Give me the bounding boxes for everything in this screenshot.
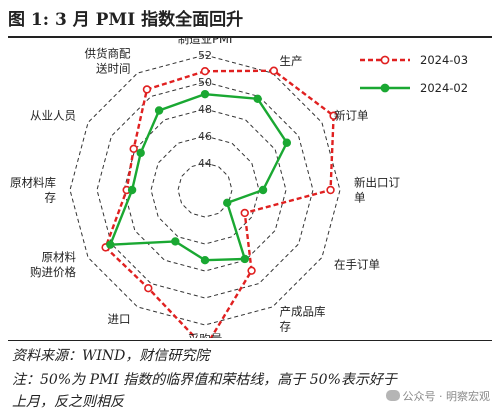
wechat-icon — [385, 390, 400, 401]
axis-label: 存 — [45, 191, 57, 205]
data-point — [240, 208, 249, 218]
grid-ring — [150, 135, 260, 245]
data-point — [223, 198, 232, 208]
figure-title: 图 1: 3 月 PMI 指数全面回升 — [8, 10, 244, 30]
axis-label: 送时间 — [96, 61, 131, 75]
data-point — [258, 185, 268, 195]
data-point — [247, 266, 256, 275]
axis-label: 进口 — [108, 312, 131, 326]
axis-label: 在手订单 — [334, 258, 380, 272]
axis-label: 购进价格 — [30, 265, 76, 279]
data-point — [154, 106, 164, 115]
watermark-text: 公众号 · 明察宏观 — [402, 390, 491, 403]
grid-ring — [177, 162, 233, 218]
legend-item: 2024-03 — [360, 53, 468, 67]
axis-label: 生产 — [280, 54, 303, 68]
title-divider — [8, 36, 492, 38]
data-point — [200, 89, 210, 99]
chart-legend: 2024-03 2024-02 — [360, 53, 468, 95]
data-point — [326, 185, 335, 195]
tick-label: 46 — [198, 130, 212, 143]
data-point — [200, 256, 210, 265]
source-note: 资料来源：WIND，财信研究院 — [12, 348, 210, 364]
axis-label: 采购量 — [188, 332, 223, 338]
axis-label: 新订单 — [334, 109, 369, 123]
series-2024-03 — [101, 66, 338, 338]
data-point — [240, 254, 250, 264]
legend-marker — [380, 83, 390, 93]
data-point — [144, 284, 153, 293]
data-point — [329, 111, 338, 120]
axis-label: 制造业PMI — [178, 38, 233, 46]
data-point — [200, 67, 210, 76]
series-line — [104, 69, 335, 338]
tick-label: 50 — [198, 76, 212, 89]
series-2024-02 — [106, 89, 292, 265]
watermark: 公众号 · 明察宏观 — [385, 388, 491, 404]
axis-label: 产成品库 — [280, 305, 326, 319]
data-point — [282, 138, 292, 147]
data-point — [171, 237, 180, 246]
tick-label: 52 — [198, 49, 212, 62]
data-point — [253, 94, 262, 104]
data-point — [106, 240, 115, 249]
legend-label: 2024-03 — [420, 53, 468, 67]
axis-label: 供货商配 — [85, 46, 131, 60]
axis-label: 从业人员 — [30, 109, 76, 123]
data-point — [269, 66, 279, 75]
footnote-line-2: 上月，反之则相反 — [12, 394, 124, 410]
footer-divider — [8, 340, 492, 341]
axis-label: 新出口订 — [354, 176, 400, 190]
axis-label: 原材料库 — [10, 176, 56, 190]
tick-label: 48 — [198, 103, 212, 116]
data-point — [129, 144, 138, 154]
series-line — [108, 92, 289, 262]
axis-label: 原材料 — [41, 250, 76, 264]
legend-label: 2024-02 — [420, 81, 468, 95]
footnote-line-1: 注：50%为 PMI 指数的临界值和荣枯线，高于 50%表示好于 — [12, 372, 397, 388]
data-point — [127, 185, 137, 195]
legend-marker — [380, 55, 390, 65]
radial-tick-labels: 44 46 48 50 52 — [198, 49, 212, 170]
axis-label: 单 — [354, 191, 366, 205]
tick-label: 44 — [198, 157, 212, 170]
legend-item: 2024-02 — [360, 81, 468, 95]
data-point — [136, 148, 145, 158]
radar-series — [101, 66, 338, 338]
axis-label: 存 — [280, 320, 292, 334]
axis-labels: 制造业PMI生产新订单新出口订单在手订单产成品库存采购量进口原材料购进价格原材料… — [10, 38, 400, 338]
data-point — [142, 85, 152, 94]
